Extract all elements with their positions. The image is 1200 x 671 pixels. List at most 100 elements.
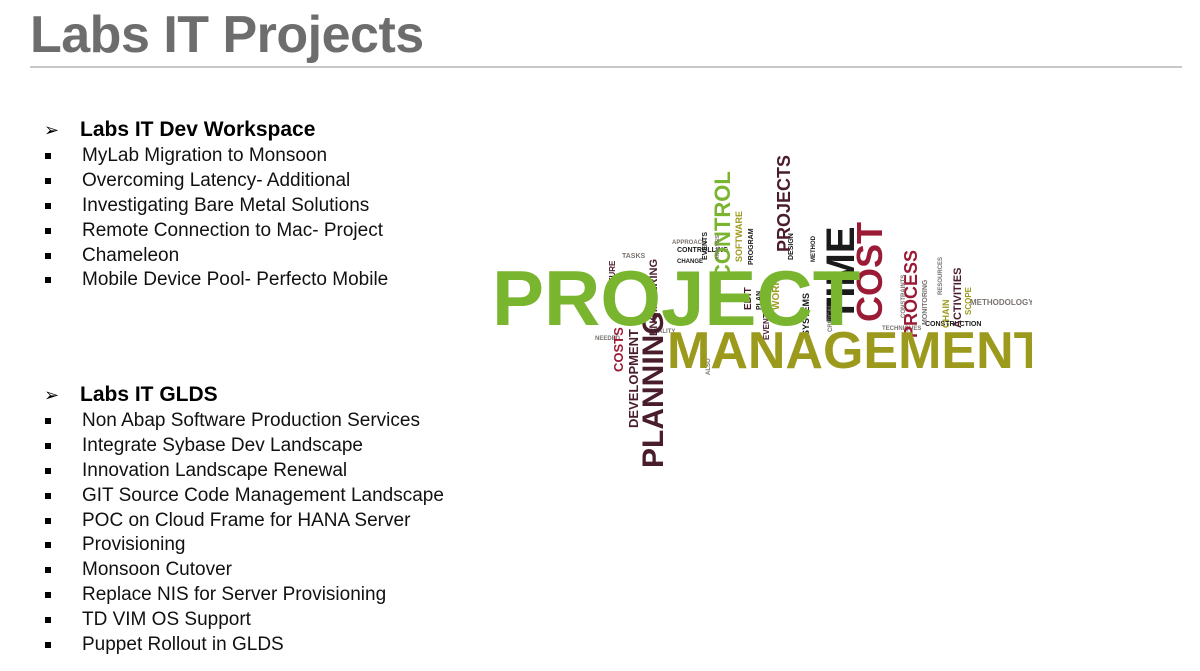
square-bullet-icon [45, 616, 51, 623]
list-item: Overcoming Latency- Additional [44, 169, 564, 194]
word-process: PROCESS [901, 250, 921, 338]
word-cost: COST [849, 222, 890, 322]
square-bullet-icon [45, 492, 51, 499]
word-systems: SYSTEMS [801, 293, 811, 336]
word-scope: SCOPE [964, 286, 973, 315]
word-structure: STRUCTURE [608, 260, 617, 310]
section-glds: ➢ Labs IT GLDS Non Abap Software Product… [44, 381, 564, 657]
list-item: Innovation Landscape Renewal [44, 459, 564, 484]
word-events: EVENTS [702, 232, 709, 260]
word-design: DESIGN [788, 233, 795, 260]
section-heading: ➢ Labs IT GLDS [44, 381, 564, 409]
list-item: Puppet Rollout in GLDS [44, 632, 564, 657]
list-item: TD VIM OS Support [44, 607, 564, 632]
list-item-text: Monsoon Cutover [82, 559, 232, 581]
section-heading: ➢ Labs IT Dev Workspace [44, 116, 564, 144]
word-quality: QUALITY [649, 329, 675, 335]
word-method: METHOD [811, 235, 817, 262]
word-costs: COSTS [611, 327, 626, 372]
word-tasks: TASKS [622, 253, 646, 260]
list-item: Chameleon [44, 243, 564, 268]
word-also: ALSO [706, 358, 712, 375]
word-planning: PLANNING [637, 311, 670, 468]
word-program: PROGRAM [748, 228, 755, 265]
word-project: PROJECT [492, 254, 860, 342]
word-methodology: METHODOLOGY [970, 298, 1032, 307]
word-activities: ACTIVITIES [952, 267, 964, 328]
word-critical: CRITICAL [828, 304, 834, 332]
word-time: TIME [819, 226, 863, 322]
square-bullet-icon [45, 178, 51, 185]
list-item: Monsoon Cutover [44, 558, 564, 583]
list-item-text: Provisioning [82, 534, 186, 556]
list-item-text: Non Abap Software Production Services [82, 410, 420, 432]
word-controlling: CONTROLLING [677, 247, 729, 254]
list-item: Provisioning [44, 533, 564, 558]
section-dev-workspace: ➢ Labs IT Dev Workspace MyLab Migration … [44, 116, 564, 293]
list-item-text: TD VIM OS Support [82, 608, 251, 630]
word-constraints: CONSTRAINTS [901, 275, 907, 318]
list-item-text: POC on Cloud Frame for HANA Server [82, 509, 411, 531]
square-bullet-icon [45, 567, 51, 574]
list-item-text: Overcoming Latency- Additional [82, 170, 351, 192]
list-item: MyLab Migration to Monsoon [44, 144, 564, 169]
word-plan: PLAN [756, 291, 763, 310]
square-bullet-icon [45, 542, 51, 549]
word-engineering: ENGINEERING [648, 259, 660, 336]
word-resources: RESOURCES [938, 257, 944, 295]
word-control: CONTROL [710, 171, 735, 280]
square-bullet-icon [45, 153, 51, 160]
word-development: DEVELOPMENT [626, 329, 641, 428]
square-bullet-icon [45, 227, 51, 234]
section-heading-text: Labs IT GLDS [80, 383, 218, 406]
title-divider [30, 66, 1182, 68]
list-item-text: MyLab Migration to Monsoon [82, 145, 328, 167]
word-work: WORK [771, 278, 782, 310]
square-bullet-icon [45, 443, 51, 450]
list-item-text: Replace NIS for Server Provisioning [82, 583, 387, 605]
square-bullet-icon [45, 517, 51, 524]
list-item-text: Remote Connection to Mac- Project [82, 219, 383, 241]
section-heading-text: Labs IT Dev Workspace [80, 118, 316, 141]
word-needed: NEEDED [595, 336, 621, 342]
list-item: Investigating Bare Metal Solutions [44, 194, 564, 219]
list-item-text: Mobile Device Pool- Perfecto Mobile [82, 269, 389, 291]
square-bullet-icon [45, 467, 51, 474]
list-item-text: Chameleon [82, 244, 180, 266]
list-item: Integrate Sybase Dev Landscape [44, 434, 564, 459]
word-event: EVENT [762, 313, 771, 340]
list-item: Replace NIS for Server Provisioning [44, 583, 564, 608]
square-bullet-icon [45, 641, 51, 648]
square-bullet-icon [45, 252, 51, 259]
square-bullet-icon [45, 277, 51, 284]
word-chain: CHAIN [941, 300, 951, 329]
list-item-text: Puppet Rollout in GLDS [82, 633, 284, 655]
word-construction: CONSTRUCTION [925, 321, 981, 328]
word-approach: APPROACH [672, 240, 706, 246]
list-item-text: Innovation Landscape Renewal [82, 459, 348, 481]
word-software: SOFTWARE [734, 211, 744, 262]
list-item-text: Investigating Bare Metal Solutions [82, 194, 370, 216]
square-bullet-icon [45, 591, 51, 598]
square-bullet-icon [45, 418, 51, 425]
list-item-text: Integrate Sybase Dev Landscape [82, 435, 363, 457]
project-management-word-cloud: TASKS APPROACH CONTROLLING CHANGE QUALIT… [492, 155, 1032, 468]
list-item: GIT Source Code Management Landscape [44, 483, 564, 508]
word-edit: EDIT [743, 287, 754, 310]
arrow-bullet-icon: ➢ [44, 385, 60, 405]
list-item: POC on Cloud Frame for HANA Server [44, 508, 564, 533]
list-item: Mobile Device Pool- Perfecto Mobile [44, 268, 564, 293]
list-item: Non Abap Software Production Services [44, 409, 564, 434]
word-monitoring: MONITORING [922, 279, 929, 325]
word-management: MANAGEMENT [667, 322, 1032, 380]
project-list: MyLab Migration to Monsoon Overcoming La… [44, 144, 564, 293]
word-change: CHANGE [677, 259, 703, 265]
project-list: Non Abap Software Production Services In… [44, 409, 564, 657]
page-title: Labs IT Projects [30, 6, 424, 64]
arrow-bullet-icon: ➢ [44, 120, 60, 140]
square-bullet-icon [45, 202, 51, 209]
word-techniques: TECHNIQUES [882, 326, 921, 332]
word-projects: PROJECTS [774, 155, 794, 252]
word-analysis: ANALYSIS [715, 235, 721, 260]
list-item: Remote Connection to Mac- Project [44, 218, 564, 243]
